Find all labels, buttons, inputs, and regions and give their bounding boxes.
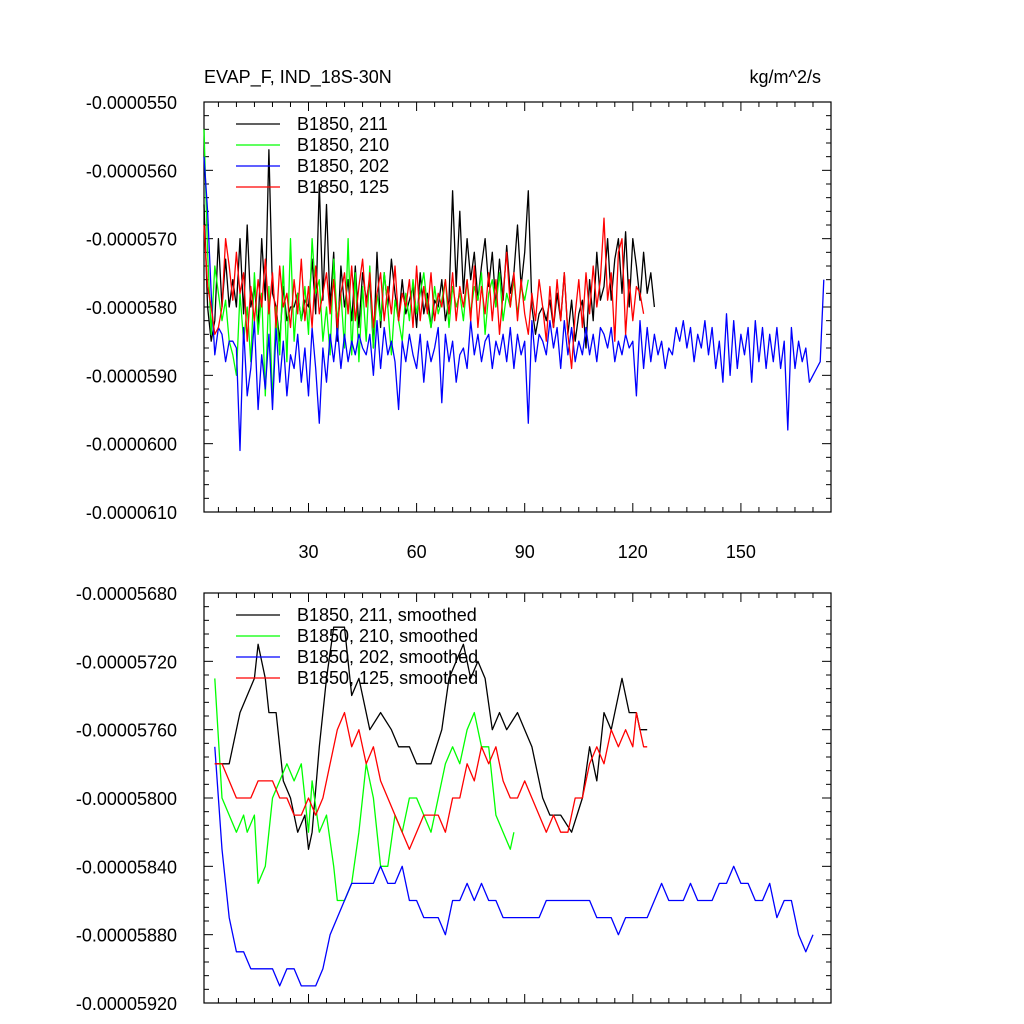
y-tick-label: -0.00005800 bbox=[76, 789, 177, 809]
y-tick-label: -0.0000610 bbox=[86, 503, 177, 523]
series-line-2 bbox=[214, 678, 515, 902]
x-tick-label: 30 bbox=[298, 542, 318, 562]
series-line-4 bbox=[214, 711, 648, 850]
series-line-3 bbox=[214, 746, 814, 987]
series-line-4 bbox=[203, 217, 645, 370]
bottom-panel: -0.00005680 -0.00005720 -0.00005760 -0.0000… bbox=[76, 584, 832, 1014]
legend-label-1: B1850, 211, smoothed bbox=[297, 605, 477, 625]
bottom-panel-y-tick-labels: -0.00005680 -0.00005720 -0.00005760 -0.0000… bbox=[76, 584, 177, 1014]
series-line-1 bbox=[203, 149, 656, 349]
legend-label-3: B1850, 202, smoothed bbox=[297, 647, 478, 667]
top-panel: EVAP_F, IND_18S-30N kg/m^2/s -0.0000550-… bbox=[86, 67, 832, 562]
top-panel-series bbox=[203, 129, 825, 452]
legend-label-4: B1850, 125, smoothed bbox=[297, 668, 478, 688]
y-tick-label: -0.00005840 bbox=[76, 857, 177, 877]
series-line-3 bbox=[203, 156, 825, 452]
top-panel-units: kg/m^2/s bbox=[750, 67, 821, 87]
legend-label-3: B1850, 202 bbox=[297, 156, 389, 176]
y-tick-label: -0.0000580 bbox=[86, 298, 177, 318]
legend-label-2: B1850, 210, smoothed bbox=[297, 626, 478, 646]
y-tick-label: -0.00005880 bbox=[76, 926, 177, 946]
legend-label-4: B1850, 125 bbox=[297, 177, 389, 197]
legend-label-2: B1850, 210 bbox=[297, 135, 389, 155]
series-line-2 bbox=[203, 129, 529, 404]
y-tick-label: -0.00005720 bbox=[76, 652, 177, 672]
bottom-panel-ticks bbox=[204, 592, 831, 1004]
y-tick-label: -0.0000590 bbox=[86, 366, 177, 386]
top-panel-x-tick-labels: 30 60 90 120 150 bbox=[298, 542, 755, 562]
x-tick-label: 150 bbox=[726, 542, 756, 562]
x-tick-label: 90 bbox=[515, 542, 535, 562]
y-tick-label: -0.0000570 bbox=[86, 230, 177, 250]
y-tick-label: -0.0000600 bbox=[86, 435, 177, 455]
legend-label-1: B1850, 211 bbox=[297, 114, 388, 134]
y-tick-label: -0.00005680 bbox=[76, 584, 177, 604]
top-panel-y-tick-labels: -0.0000550 -0.0000560 -0.0000570 -0.0000580… bbox=[86, 93, 177, 523]
x-tick-label: 60 bbox=[407, 542, 427, 562]
y-tick-label: -0.0000560 bbox=[86, 161, 177, 181]
top-panel-title: EVAP_F, IND_18S-30N bbox=[204, 67, 392, 88]
top-panel-ticks bbox=[204, 101, 831, 513]
bottom-panel-series bbox=[214, 626, 814, 987]
x-tick-label: 120 bbox=[618, 542, 648, 562]
y-tick-label: -0.00005920 bbox=[76, 994, 177, 1014]
y-tick-label: -0.0000550 bbox=[86, 93, 177, 113]
y-tick-label: -0.00005760 bbox=[76, 721, 177, 741]
